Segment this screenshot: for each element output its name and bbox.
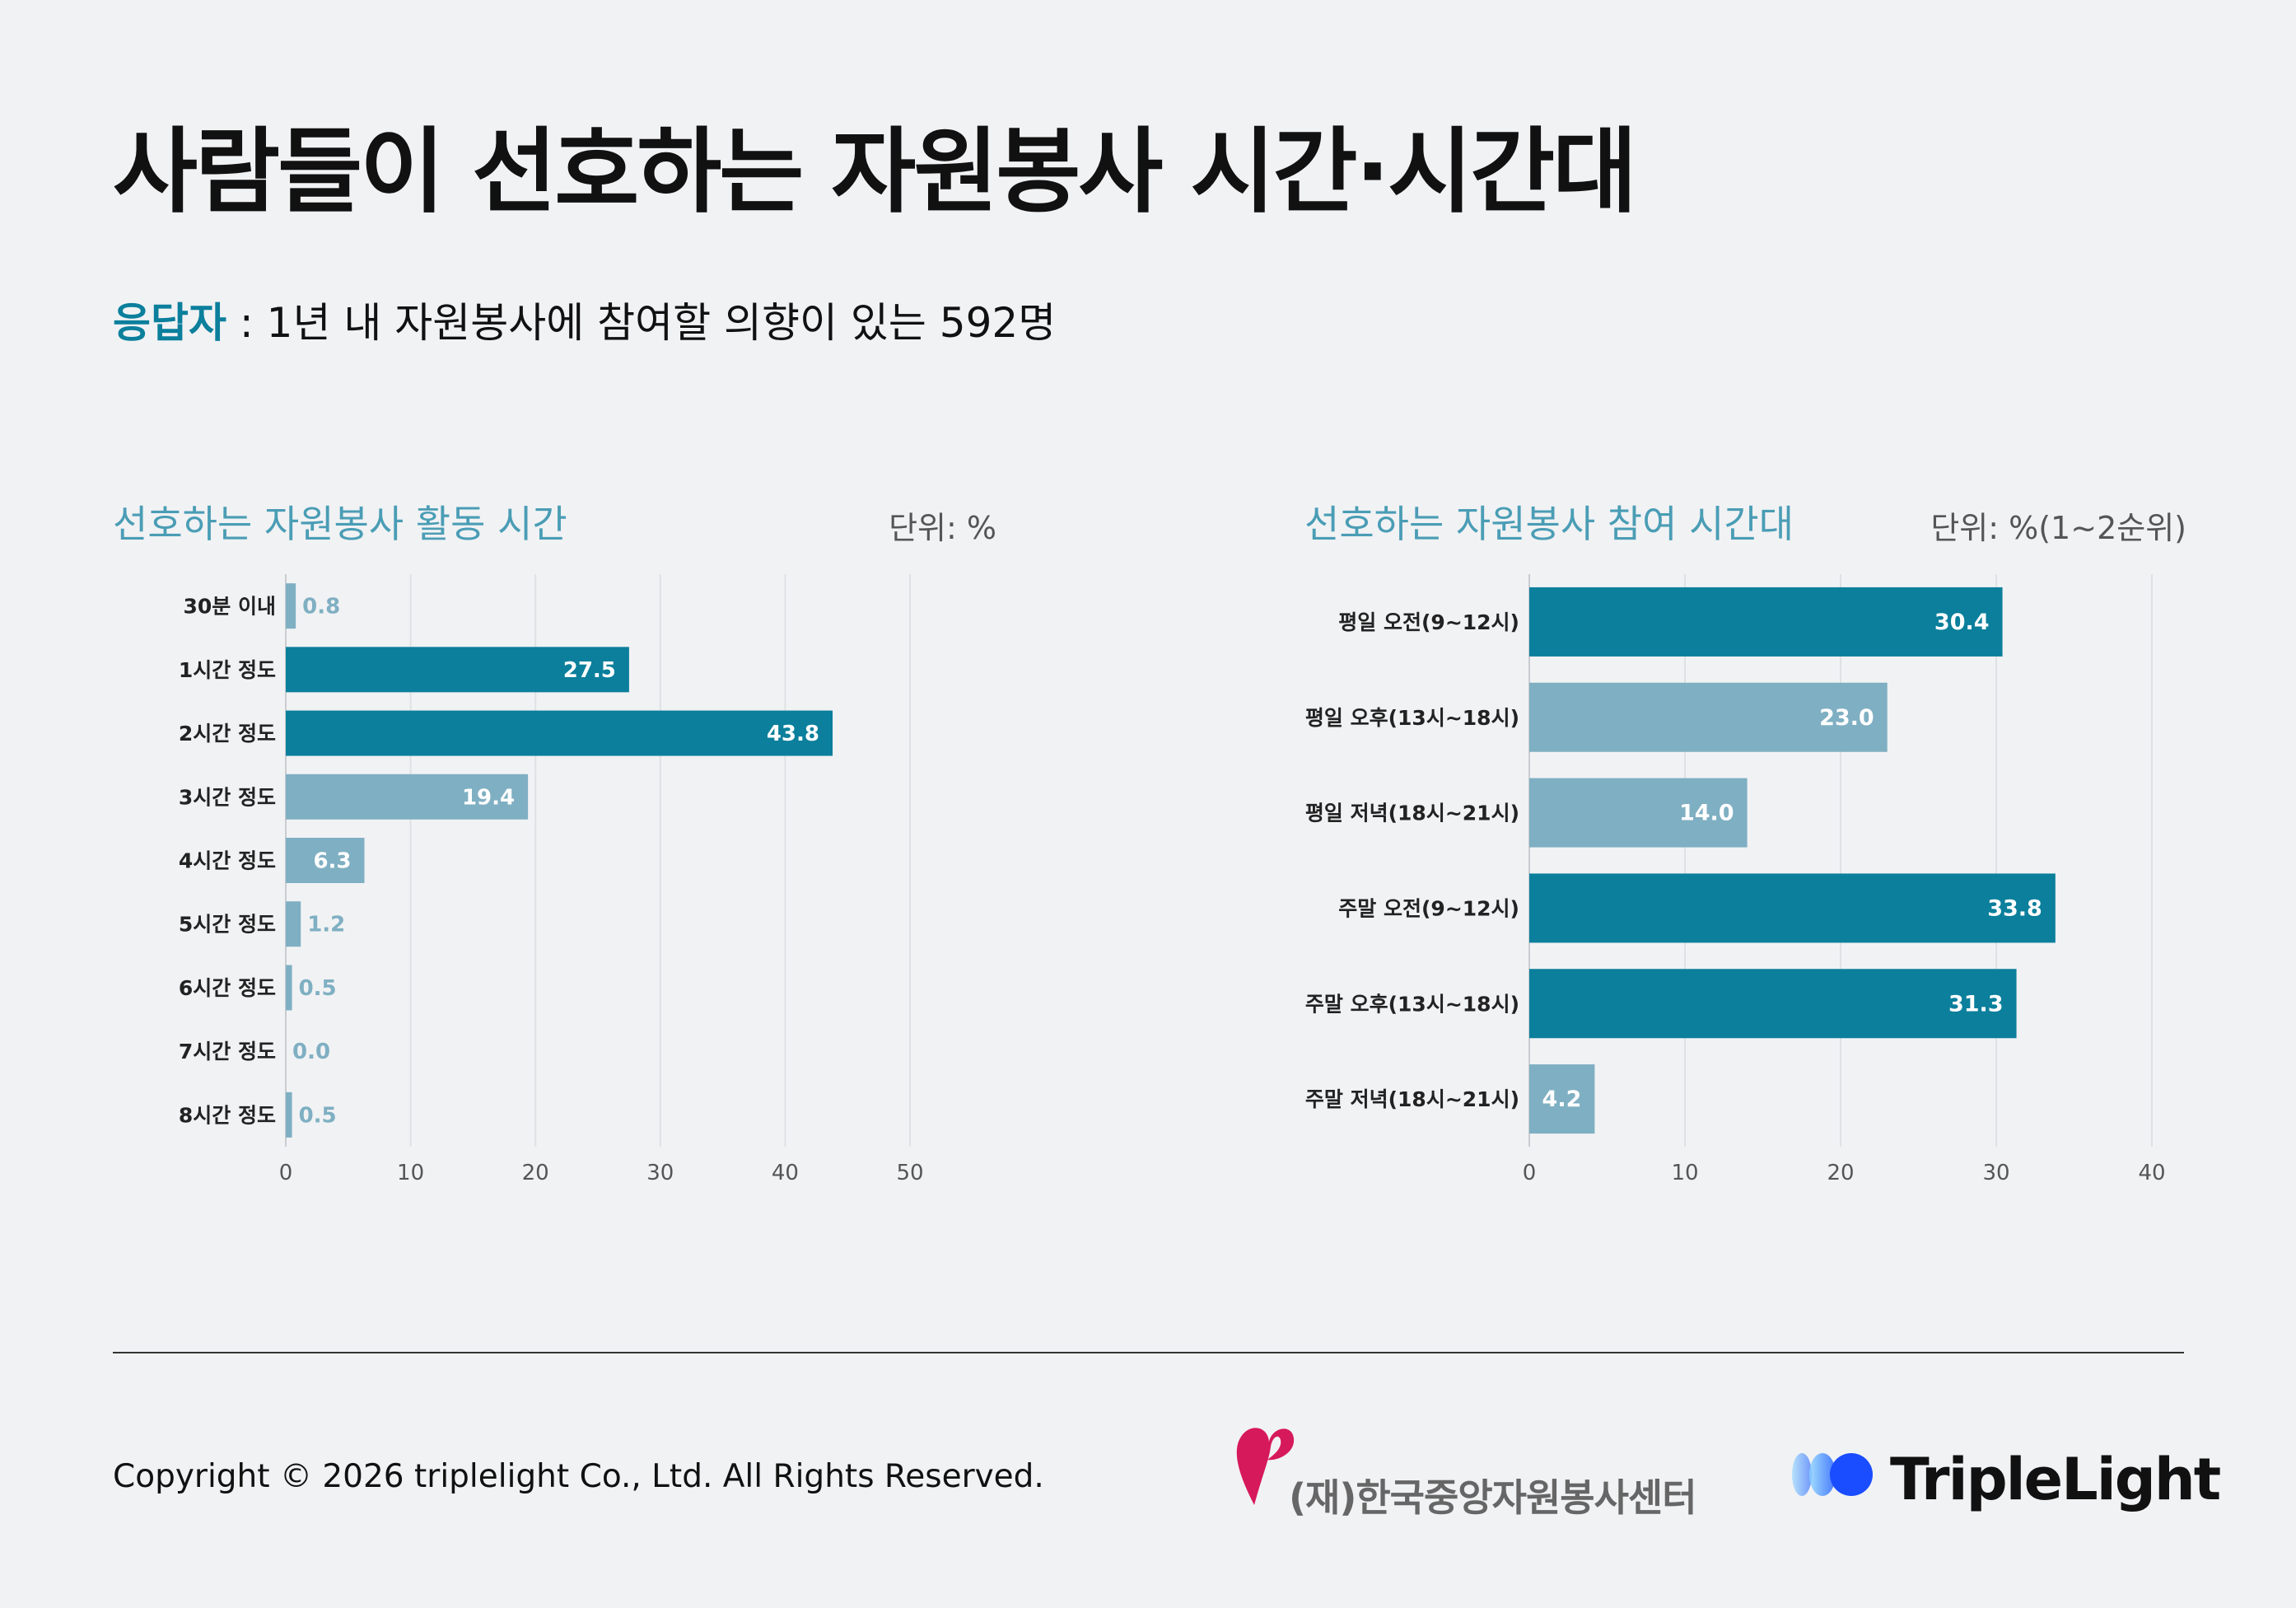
- chart-1-bar: [286, 647, 629, 693]
- chart-1-category-label: 30분 이내: [184, 595, 277, 619]
- chart-1-value-label: 19.4: [462, 785, 515, 810]
- chart-1-xtick-label: 40: [772, 1161, 799, 1185]
- respondent-label: 응답자: [113, 299, 226, 347]
- chart-1-title: 선호하는 자원봉사 활동 시간: [113, 502, 567, 546]
- chart-1-category-label: 3시간 정도: [179, 785, 276, 809]
- chart-1-value-label: 27.5: [563, 658, 616, 683]
- chart-1-category-label: 8시간 정도: [179, 1103, 276, 1127]
- chart-1-category-label: 5시간 정도: [179, 913, 276, 937]
- chart-2-bar: [1529, 873, 2056, 943]
- chart-2-xtick-label: 30: [1982, 1161, 2009, 1185]
- kcvc-heart-icon: [1236, 1428, 1295, 1505]
- chart-1-xtick-label: 30: [646, 1161, 674, 1185]
- chart-2-bar: [1529, 1064, 1595, 1134]
- chart-1-activity-duration: 0 10 20 30 40 50 30분 이내 0.8 1시간 정도 27.5 2시간 정도 43.8…: [179, 574, 924, 1185]
- chart-1-value-label: 0.8: [302, 595, 340, 619]
- chart-2-value-label: 30.4: [1934, 610, 1990, 635]
- chart-2-category-label: 주말 저녁(18시~21시): [1305, 1087, 1519, 1111]
- chart-1-category-label: 6시간 정도: [179, 976, 276, 1000]
- triplelight-logo-icon: [1792, 1453, 1873, 1496]
- chart-1-xtick-label: 20: [522, 1161, 549, 1185]
- chart-2-bar: [1529, 778, 1748, 848]
- chart-2-bar: [1529, 587, 2003, 657]
- chart-2-unit: 단위: %(1~2순위): [1930, 510, 2186, 546]
- chart-1-xtick-label: 50: [896, 1161, 923, 1185]
- chart-2-bar: [1529, 969, 2017, 1039]
- chart-2-category-label: 평일 오전(9~12시): [1338, 610, 1519, 634]
- chart-1-bar: [286, 838, 365, 883]
- chart-1-bar: [286, 901, 301, 947]
- footer-divider: [113, 1352, 2184, 1353]
- chart-2-value-label: 33.8: [1987, 895, 2042, 921]
- chart-1-bar: [286, 965, 292, 1011]
- chart-2-value-label: 31.3: [1948, 991, 2004, 1017]
- chart-1-value-label: 6.3: [313, 849, 351, 874]
- chart-2-category-label: 주말 오후(13시~18시): [1305, 992, 1519, 1016]
- chart-2-category-label: 주말 오전(9~12시): [1338, 896, 1519, 920]
- respondent-info: 응답자 : 1년 내 자원봉사에 참여할 의향이 있는 592명: [113, 290, 1056, 349]
- chart-1-value-label: 1.2: [307, 913, 345, 937]
- respondent-text: : 1년 내 자원봉사에 참여할 의향이 있는 592명: [226, 299, 1057, 347]
- kcvc-logo-text: (재)한국중앙자원봉사센터: [1289, 1475, 1697, 1520]
- chart-1-category-label: 4시간 정도: [179, 849, 276, 873]
- chart-1-xtick-label: 0: [279, 1161, 293, 1185]
- chart-1-bar: [286, 774, 529, 820]
- chart-1-category-label: 2시간 정도: [179, 722, 276, 746]
- page-title: 사람들이 선호하는 자원봉사 시간·시간대: [113, 119, 1637, 226]
- chart-2-value-label: 14.0: [1679, 801, 1734, 826]
- chart-2-category-label: 평일 오후(13시~18시): [1305, 706, 1519, 730]
- chart-2-participation-timeslot: 0 10 20 30 40 평일 오전(9~12시) 30.4 평일 오후(13시~18시) 2…: [1305, 574, 2166, 1185]
- chart-2-xtick-label: 20: [1827, 1161, 1854, 1185]
- chart-2-value-label: 23.0: [1819, 705, 1874, 731]
- chart-1-bar: [286, 583, 296, 629]
- triplelight-logo-text: TripleLight: [1890, 1446, 2221, 1513]
- chart-2-xtick-label: 0: [1523, 1161, 1537, 1185]
- chart-2-xtick-label: 40: [2138, 1161, 2165, 1185]
- chart-1-value-label: 0.5: [299, 1103, 337, 1128]
- chart-1-value-label: 43.8: [767, 722, 819, 746]
- chart-1-unit: 단위: %: [889, 510, 996, 546]
- chart-2-xtick-label: 10: [1671, 1161, 1698, 1185]
- chart-1-xtick-label: 10: [397, 1161, 424, 1185]
- chart-1-bar: [286, 710, 833, 756]
- chart-2-title: 선호하는 자원봉사 참여 시간대: [1304, 502, 1794, 546]
- chart-1-category-label: 7시간 정도: [179, 1040, 276, 1063]
- chart-2-category-label: 평일 저녁(18시~21시): [1305, 802, 1519, 825]
- chart-1-value-label: 0.0: [292, 1040, 330, 1064]
- chart-1-value-label: 0.5: [299, 976, 337, 1001]
- chart-2-value-label: 4.2: [1542, 1087, 1582, 1112]
- chart-2-bar: [1529, 682, 1888, 752]
- chart-1-category-label: 1시간 정도: [179, 658, 276, 682]
- chart-1-bar: [286, 1091, 292, 1138]
- copyright-text: Copyright © 2026 triplelight Co., Ltd. A…: [113, 1458, 1044, 1495]
